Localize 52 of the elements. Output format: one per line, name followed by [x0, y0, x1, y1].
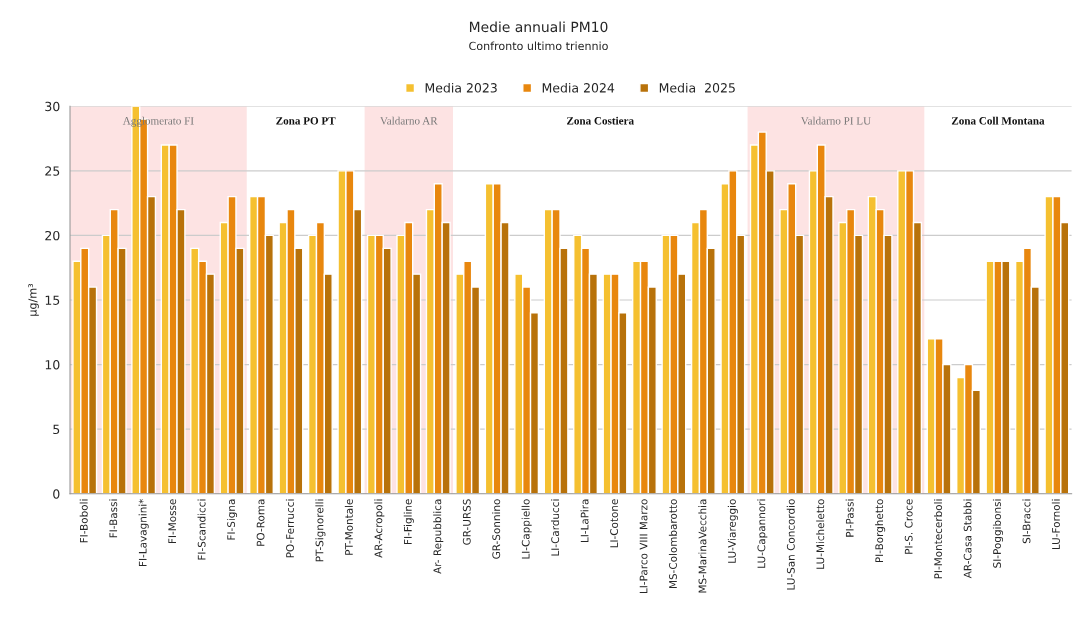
x-tick-label: FI-Bassi [109, 499, 118, 538]
legend-label: Media 2023 [425, 82, 497, 93]
x-tick-label: MS-Colombarotto [668, 499, 677, 588]
x-tick-label: LI-Cotone [610, 499, 619, 548]
x-tick-label: MS-MarinaVecchia [698, 499, 707, 593]
legend-label: Media 2025 [659, 82, 735, 93]
y-tick-label: 30 [45, 101, 60, 112]
x-tick-label: SI-Poggibonsi [992, 499, 1004, 568]
x-tick-label: FI-Scandicci [197, 499, 206, 560]
x-tick-label: FI-Boboli [79, 499, 88, 543]
x-tick-label: FI-Lavagnini* [138, 498, 149, 566]
x-tick-label: LI-Cappiello [521, 499, 532, 559]
x-tick-label: LI-Carducci [551, 499, 560, 556]
x-tick-label: LI-Parco VIII Marzo [639, 499, 648, 594]
x-tick-label: PO-Roma [256, 499, 265, 546]
x-tick-label: GR-Sonnino [492, 499, 501, 559]
x-tick-label: PI-S. Croce [904, 499, 913, 554]
x-tick-label: FI-Signa [226, 499, 238, 540]
y-tick-label: 15 [45, 295, 60, 305]
x-tick-label: Ar- Repubblica [433, 499, 444, 574]
annotation: Zona Costiera [567, 116, 634, 125]
annotation: Zona PO PT [276, 117, 336, 125]
annotation: Zona Coll Montana [951, 116, 1045, 125]
x-tick-label: LU-San Concordio [786, 499, 795, 590]
x-tick-label: PI-Montecerboli [934, 499, 943, 579]
x-tick-label: AR-Casa Stabbi [963, 499, 972, 579]
x-tick-label: LI-LaPira [580, 499, 589, 543]
x-tick-label: LU-Micheletto [816, 499, 825, 569]
band-label: Valdarno AR [380, 116, 438, 125]
band-label: Valdarno PI LU [800, 116, 871, 125]
y-tick-label: 0 [53, 489, 60, 499]
x-tick-label: LU-Fornoli [1051, 499, 1060, 550]
x-tick-label: LU-Capannori [757, 499, 768, 568]
x-tick-label: PO-Ferrucci [285, 499, 294, 558]
x-tick-label: GR-URSS [462, 499, 471, 545]
y-tick-label: 5 [53, 424, 60, 435]
y-tick-label: 20 [45, 230, 60, 241]
x-tick-label: PT-Signorelli [315, 499, 326, 562]
x-tick-label: PT-Montale [344, 499, 353, 555]
legend-label: Media 2024 [542, 82, 615, 93]
x-tick-label: SI-Bracci [1022, 499, 1031, 544]
y-tick-label: 25 [45, 166, 60, 176]
x-tick-label: PI-Borghetto [875, 499, 886, 563]
y-axis-title: µg/m³ [28, 283, 39, 316]
x-tick-label: LU-Viareggio [727, 499, 738, 563]
chart-title: Medie annuali PM10 [469, 21, 608, 33]
x-tick-label: PI-Passi [845, 499, 854, 537]
x-tick-label: AR-Acropoli [374, 499, 385, 558]
x-tick-label: FI-Figline [403, 499, 414, 544]
y-tick-label: 10 [45, 360, 60, 370]
chart-subtitle: Confronto ultimo triennio [469, 41, 608, 51]
x-tick-label: FI-Mosse [168, 499, 177, 544]
